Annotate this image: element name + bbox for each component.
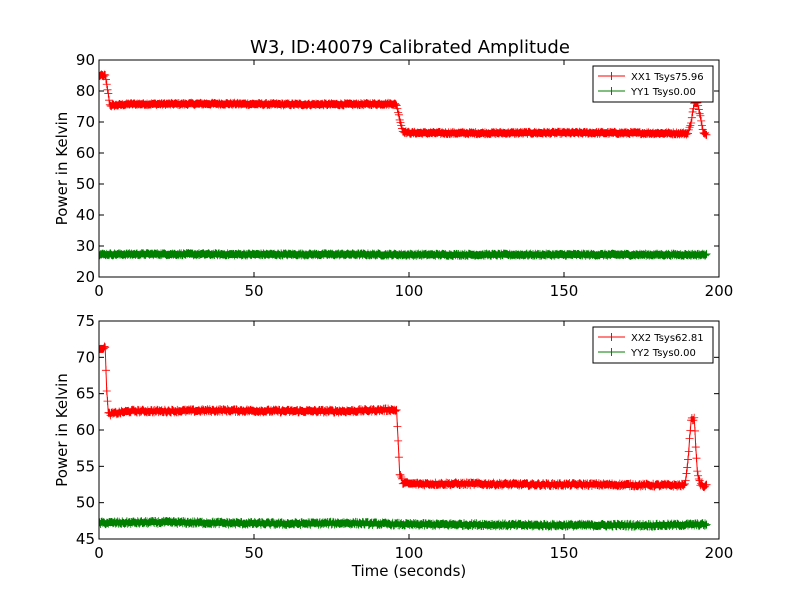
- y-axis-label: Power in Kelvin: [53, 112, 71, 226]
- legend-marker: [607, 348, 616, 356]
- x-tick-label: 200: [705, 544, 734, 562]
- x-axis-label: Time (seconds): [351, 562, 467, 580]
- y-tick-label: 30: [76, 237, 95, 255]
- series-markers: [99, 342, 711, 492]
- legend-box: [592, 65, 714, 103]
- legend: XX1 Tsys75.96 YY1 Tsys0.00: [592, 65, 714, 103]
- bottom-panel: 0 50 100 150 200 45 50 55 60 65 70 75 Power in Kelvi…: [53, 312, 733, 580]
- y-tick-label: 60: [76, 144, 95, 162]
- x-tick-label: 50: [244, 544, 263, 562]
- series-path: [99, 73, 707, 136]
- y-tick-label: 40: [76, 206, 95, 224]
- legend-label: XX1 Tsys75.96: [631, 72, 704, 83]
- y-axis-label: Power in Kelvin: [53, 373, 71, 487]
- legend-label: YY1 Tsys0.00: [630, 87, 696, 98]
- series-xx-line: [99, 342, 711, 492]
- legend-label: YY2 Tsys0.00: [630, 348, 696, 359]
- y-tick-label: 70: [76, 348, 95, 366]
- y-tick-label: 45: [76, 530, 95, 548]
- y-tick-label: 60: [76, 421, 95, 439]
- x-tick-label: 200: [705, 282, 734, 300]
- y-tick-label: 75: [76, 312, 95, 330]
- x-tick-label: 50: [244, 282, 263, 300]
- series-path: [99, 252, 707, 258]
- y-tick-label: 55: [76, 457, 95, 475]
- series-yy-line: [99, 516, 711, 531]
- y-tick-label: 50: [76, 175, 95, 193]
- series-path: [99, 345, 707, 488]
- x-tick-label: 0: [94, 544, 104, 562]
- x-tick-label: 100: [395, 282, 424, 300]
- y-tick-label: 70: [76, 113, 95, 131]
- x-tick-label: 0: [94, 282, 104, 300]
- legend-box: [592, 326, 714, 364]
- series-yy-line: [99, 249, 711, 260]
- top-panel: 0 50 100 150 200 20 30 40 50 60 70 80 90 Power in Kel…: [53, 51, 733, 300]
- series-path: [99, 519, 707, 529]
- legend-marker: [607, 333, 616, 341]
- y-tick-label: 50: [76, 494, 95, 512]
- x-tick-label: 150: [550, 282, 579, 300]
- x-tick-label: 150: [550, 544, 579, 562]
- legend-marker: [607, 87, 616, 95]
- x-tick-label: 100: [395, 544, 424, 562]
- legend-label: XX2 Tsys62.81: [631, 333, 704, 344]
- y-tick-label: 80: [76, 82, 95, 100]
- y-tick-label: 90: [76, 51, 95, 69]
- figure-title: W3, ID:40079 Calibrated Amplitude: [250, 37, 570, 58]
- legend: XX2 Tsys62.81 YY2 Tsys0.00: [592, 326, 714, 364]
- y-tick-label: 65: [76, 385, 95, 403]
- series-xx-line: [99, 70, 711, 139]
- y-tick-label: 20: [76, 268, 95, 286]
- legend-marker: [607, 72, 616, 80]
